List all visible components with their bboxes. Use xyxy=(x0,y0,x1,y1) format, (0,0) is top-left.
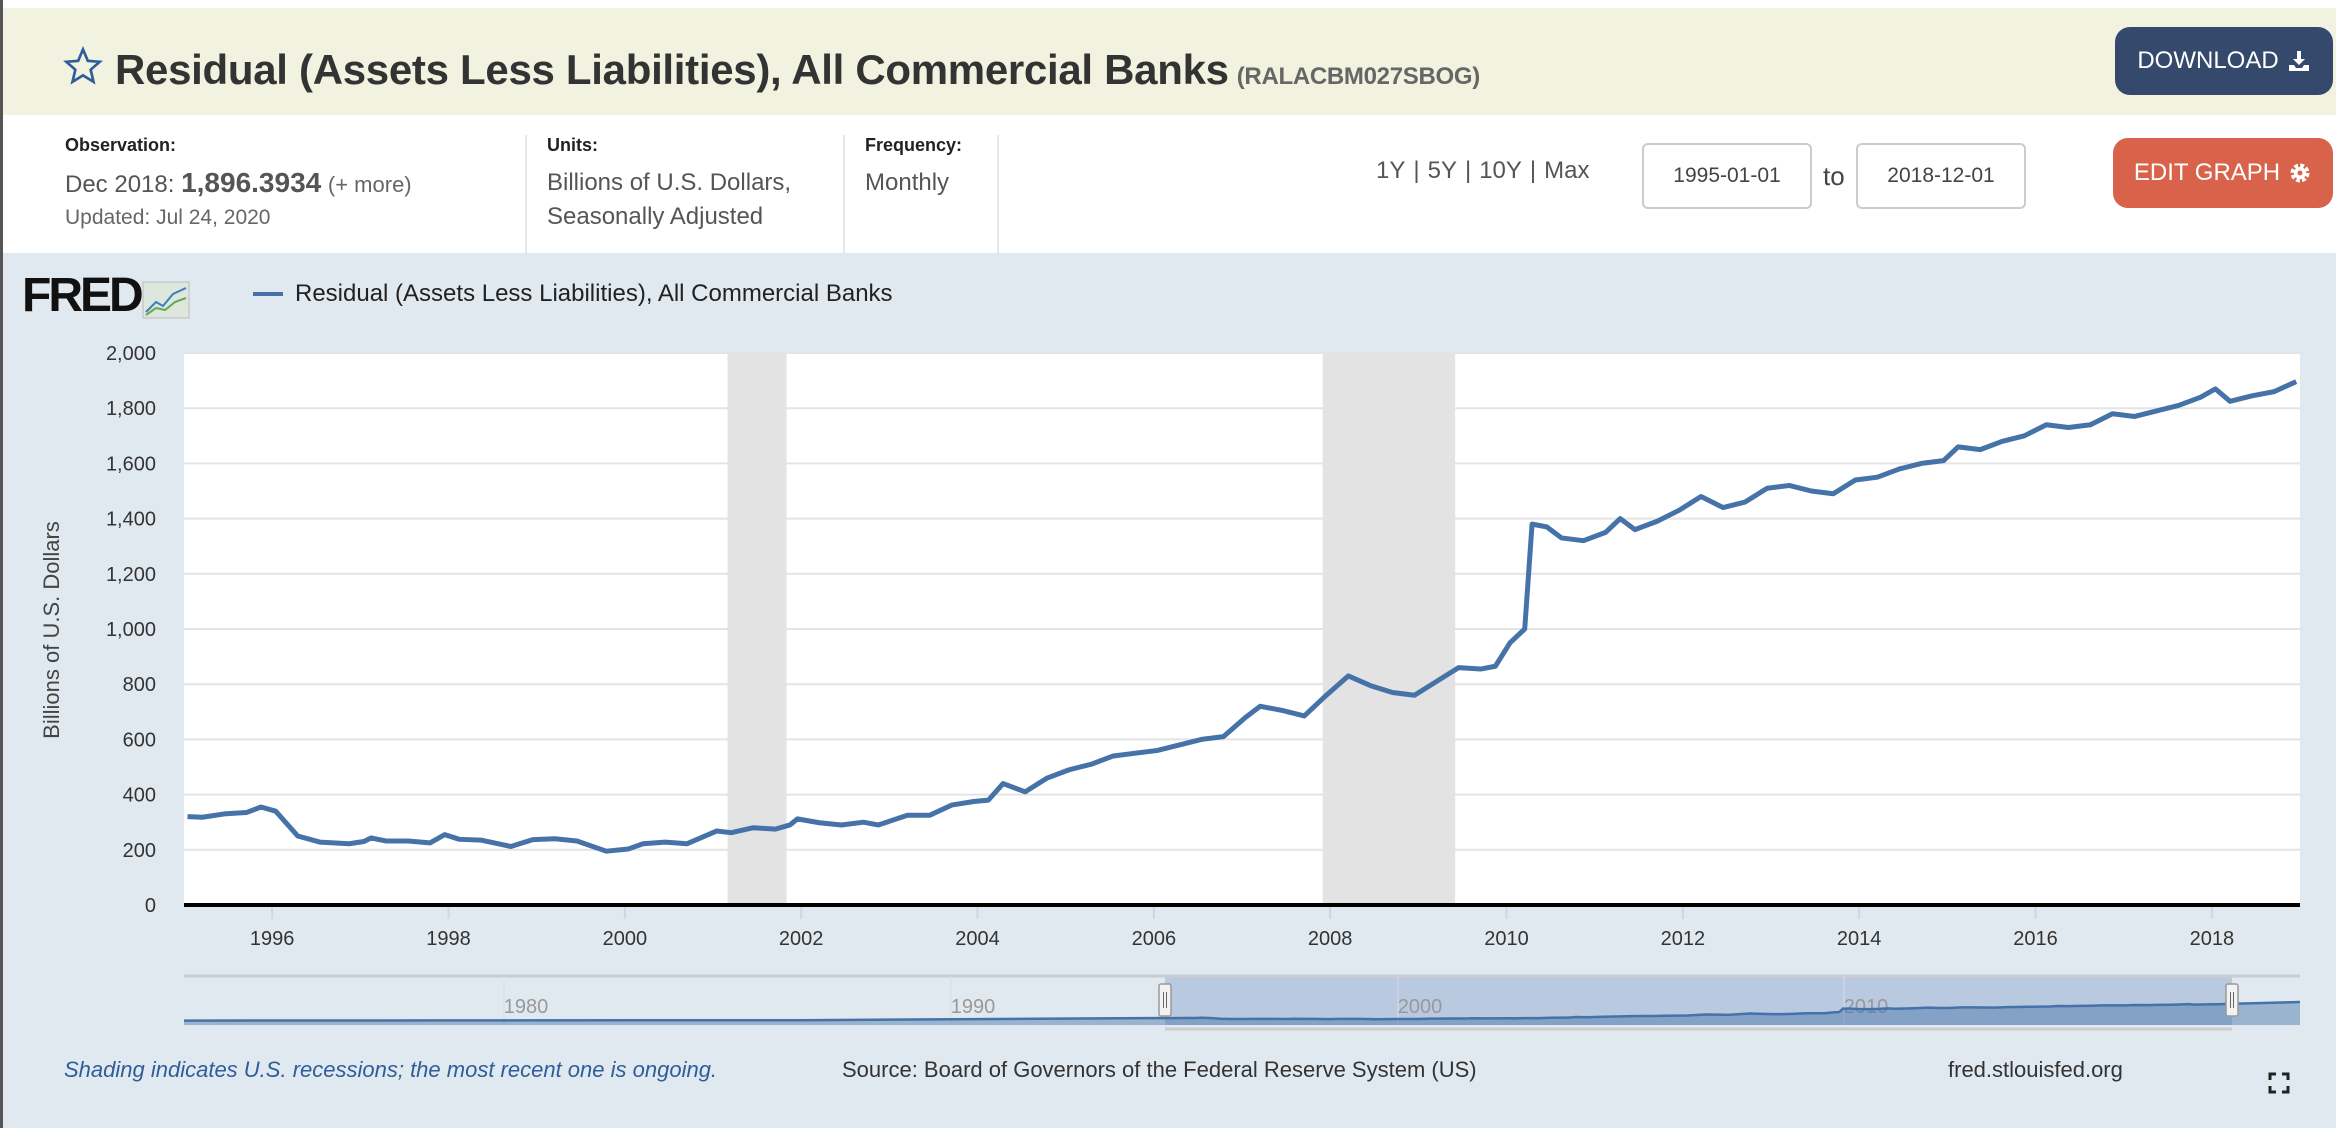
navigator-handle[interactable] xyxy=(1158,983,1172,1017)
units-label: Units: xyxy=(547,135,598,155)
info-bar: Observation: Dec 2018: 1,896.3934 (+ mor… xyxy=(3,115,2336,253)
observation-column: Observation: Dec 2018: 1,896.3934 (+ mor… xyxy=(65,135,412,230)
observation-value: 1,896.3934 xyxy=(181,167,322,198)
page-title: Residual (Assets Less Liabilities), All … xyxy=(115,46,1480,94)
edit-graph-label: EDIT GRAPH xyxy=(2133,159,2281,186)
y-tick-label: 1,800 xyxy=(106,398,156,420)
download-label: DOWNLOAD xyxy=(2137,47,2279,74)
units-value-line2: Seasonally Adjusted xyxy=(547,203,764,230)
window-border xyxy=(0,0,3,1128)
range-selector: 1Y | 5Y | 10Y | Max xyxy=(1376,157,1590,184)
site-link[interactable]: fred.stlouisfed.org xyxy=(1948,1057,2123,1082)
x-tick-label: 1998 xyxy=(426,928,471,950)
x-tick-label: 1996 xyxy=(250,928,295,950)
navigator-label: 2000 xyxy=(1398,996,1443,1018)
x-tick-label: 2008 xyxy=(1308,928,1353,950)
units-value-line1: Billions of U.S. Dollars, xyxy=(547,169,792,196)
y-tick-label: 0 xyxy=(145,895,156,917)
navigator-selection xyxy=(1165,976,2232,1025)
more-observations-link[interactable]: (+ more) xyxy=(327,172,412,197)
range-5y[interactable]: 5Y xyxy=(1427,157,1457,184)
navigator-area xyxy=(184,1002,2300,1025)
series-header: Residual (Assets Less Liabilities), All … xyxy=(3,8,2336,115)
y-tick-label: 1,000 xyxy=(106,619,156,641)
navigator-label: 1990 xyxy=(951,996,996,1018)
frequency-value: Monthly xyxy=(865,169,950,196)
range-max[interactable]: Max xyxy=(1544,157,1590,184)
star-outline-icon[interactable] xyxy=(63,46,103,86)
divider xyxy=(997,135,999,253)
x-tick-label: 2016 xyxy=(2013,928,2058,950)
x-tick-label: 2002 xyxy=(779,928,824,950)
chart-trend-icon xyxy=(142,281,190,319)
legend-label: Residual (Assets Less Liabilities), All … xyxy=(295,280,893,307)
to-label: to xyxy=(1823,161,1845,191)
x-tick-label: 2018 xyxy=(2190,928,2235,950)
observation-label: Observation: xyxy=(65,135,177,155)
fred-logo: FRED xyxy=(22,272,191,320)
updated-date: Updated: Jul 24, 2020 xyxy=(65,206,271,229)
x-tick-label: 2014 xyxy=(1837,928,1882,950)
recession-shade xyxy=(727,353,787,905)
fullscreen-icon[interactable] xyxy=(2268,1072,2290,1094)
navigator-label: 2010 xyxy=(1844,996,1889,1018)
edit-graph-button[interactable]: EDIT GRAPH xyxy=(2113,138,2333,208)
units-column: Units: Billions of U.S. Dollars, Seasonal… xyxy=(547,135,791,234)
series-id: (RALACBM027SBOG) xyxy=(1236,63,1481,90)
x-tick-label: 2006 xyxy=(1132,928,1177,950)
fred-logo-text: FRED xyxy=(22,269,144,322)
navigator-line xyxy=(183,1000,2301,1022)
end-date-input[interactable]: 2018-12-01 xyxy=(1856,143,2026,209)
source-text: Source: Board of Governors of the Federa… xyxy=(842,1057,1477,1082)
gear-icon xyxy=(2290,163,2310,183)
recession-shade xyxy=(1322,353,1456,905)
download-button[interactable]: DOWNLOAD xyxy=(2115,27,2333,95)
divider xyxy=(525,135,527,253)
y-tick-label: 2,000 xyxy=(106,343,156,365)
recession-note: Shading indicates U.S. recessions; the m… xyxy=(64,1057,718,1082)
frequency-label: Frequency: xyxy=(865,135,963,155)
y-tick-label: 1,400 xyxy=(106,509,156,531)
x-tick-label: 2012 xyxy=(1661,928,1706,950)
navigator-handle[interactable] xyxy=(2225,983,2239,1017)
y-tick-label: 200 xyxy=(123,840,156,862)
y-tick-label: 600 xyxy=(123,729,156,751)
chart-legend: Residual (Assets Less Liabilities), All … xyxy=(253,280,893,308)
observation-date: Dec 2018: xyxy=(65,171,175,198)
legend-swatch xyxy=(253,292,283,296)
y-tick-label: 400 xyxy=(123,785,156,807)
y-tick-label: 1,600 xyxy=(106,453,156,475)
series-title: Residual (Assets Less Liabilities), All … xyxy=(115,46,1229,93)
x-tick-label: 2004 xyxy=(955,928,1000,950)
download-icon xyxy=(2288,51,2309,71)
start-date-input[interactable]: 1995-01-01 xyxy=(1642,143,1812,209)
range-10y[interactable]: 10Y xyxy=(1479,157,1522,184)
y-tick-label: 800 xyxy=(123,674,156,696)
divider xyxy=(843,135,845,253)
x-tick-label: 2000 xyxy=(603,928,648,950)
range-1y[interactable]: 1Y xyxy=(1376,157,1406,184)
navigator-label: 1980 xyxy=(504,996,549,1018)
x-tick-label: 2010 xyxy=(1484,928,1529,950)
frequency-column: Frequency: Monthly xyxy=(865,135,962,200)
y-tick-label: 1,200 xyxy=(106,564,156,586)
